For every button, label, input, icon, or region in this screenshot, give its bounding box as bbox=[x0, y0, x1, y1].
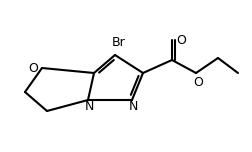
Text: O: O bbox=[176, 35, 186, 47]
Text: Br: Br bbox=[112, 36, 126, 48]
Text: N: N bbox=[84, 100, 94, 114]
Text: O: O bbox=[28, 62, 38, 76]
Text: O: O bbox=[193, 76, 203, 88]
Text: N: N bbox=[128, 100, 138, 114]
